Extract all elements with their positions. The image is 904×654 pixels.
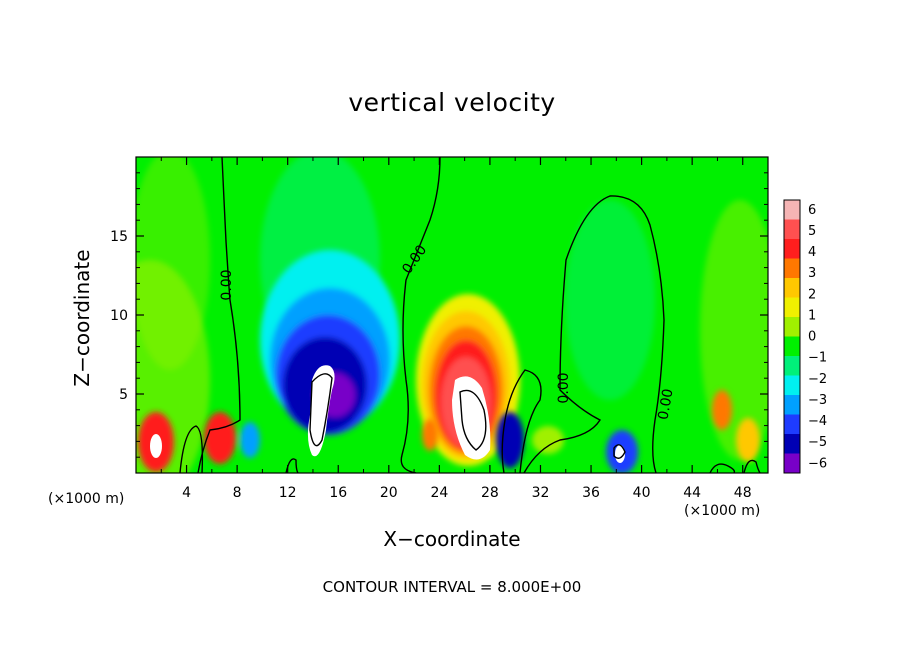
x-tick-label: 32 xyxy=(532,485,550,501)
colorbar-swatch xyxy=(784,258,800,279)
y-tick-label: 10 xyxy=(110,308,128,324)
x-axis-label: X−coordinate xyxy=(383,527,521,551)
zero-contour-left-loop xyxy=(179,425,204,473)
x-unit-label-left: (×1000 m) xyxy=(48,491,125,507)
colorbar-swatch xyxy=(784,239,800,259)
colorbar-tick-label: −1 xyxy=(808,351,827,366)
zero-contour-bottom-right-2 xyxy=(743,459,761,473)
colorbar-swatch xyxy=(784,278,800,298)
velocity-field xyxy=(136,157,768,473)
x-unit-label-right: (×1000 m) xyxy=(684,503,761,519)
zero-contour-bottom-right xyxy=(709,463,736,473)
x-tick-label: 20 xyxy=(380,485,398,501)
downdraft-small-left xyxy=(240,422,260,458)
zero-contour-right-arc xyxy=(523,195,665,473)
contour-label-far-right: 0.00 xyxy=(655,388,676,421)
colorbar-tick-label: 2 xyxy=(808,287,816,302)
colorbar-swatch xyxy=(784,395,800,415)
region-weak-positive-upper-left xyxy=(136,157,210,370)
colorbar-swatch xyxy=(784,200,800,220)
contour-label-right-arc: 0.00 xyxy=(556,372,572,403)
zero-contours xyxy=(179,157,761,473)
zero-contour-left xyxy=(197,157,241,473)
y-tick-label: 15 xyxy=(110,229,128,245)
colorbar-swatch xyxy=(784,356,800,376)
downdraft-core-16km xyxy=(260,250,400,435)
x-tick-label: 28 xyxy=(481,485,499,501)
colorbar: 6 5 4 3 2 1 0 −1 −2 −3 −4 −5 −6 xyxy=(783,199,827,474)
x-tick-label: 4 xyxy=(182,485,191,501)
y-tick-label: 5 xyxy=(119,387,128,403)
x-tick-label: 24 xyxy=(430,485,448,501)
colorbar-tick-label: −6 xyxy=(808,456,827,471)
region-weak-negative-right xyxy=(565,200,655,400)
zero-contour-small-loop xyxy=(613,444,626,459)
updraft-small-left-2 xyxy=(204,412,236,464)
x-tick-label: 8 xyxy=(233,485,242,501)
colorbar-tick-label: −4 xyxy=(808,414,827,429)
colorbar-tick-label: 5 xyxy=(808,224,816,239)
colorbar-frame xyxy=(783,199,801,474)
x-tick-label: 16 xyxy=(329,485,347,501)
updraft-small-right-1 xyxy=(712,390,732,430)
colorbar-tick-label: −5 xyxy=(808,435,827,450)
colorbar-swatch xyxy=(784,317,800,337)
colorbar-swatch xyxy=(784,219,800,240)
colorbar-tick-label: 6 xyxy=(808,203,816,218)
contour-label-left: 0.00 xyxy=(219,269,235,300)
colorbar-tick-label: 0 xyxy=(808,330,816,345)
region-weak-positive-lower xyxy=(532,426,564,454)
colorbar-tick-label: −3 xyxy=(808,393,827,408)
colorbar-tick-label: 3 xyxy=(808,266,816,281)
colorbar-swatch xyxy=(784,453,800,474)
zero-contour-center xyxy=(400,157,441,473)
colorbar-tick-label: −2 xyxy=(808,372,827,387)
x-axis-ticks: 4 8 12 16 20 24 28 32 36 40 44 48 xyxy=(160,157,752,501)
downdraft-extreme-core xyxy=(307,365,335,457)
chart-title: vertical velocity xyxy=(348,88,556,117)
downdraft-small-center xyxy=(496,412,524,468)
contour-interval-note: CONTOUR INTERVAL = 8.000E+00 xyxy=(322,578,582,596)
zero-contour-bottom-center xyxy=(285,458,299,473)
colorbar-swatch xyxy=(784,336,800,357)
y-axis-ticks: 5 10 15 xyxy=(110,172,768,458)
updraft-extreme-core xyxy=(452,376,491,460)
x-tick-label: 48 xyxy=(734,485,752,501)
colorbar-tick-label: 4 xyxy=(808,245,816,260)
zero-contour-center-right xyxy=(501,369,542,473)
updraft-small-right-2 xyxy=(736,418,760,462)
zero-contour-updraft-loop xyxy=(459,389,487,451)
colorbar-swatch xyxy=(784,375,800,396)
colorbar-swatch xyxy=(784,434,800,454)
colorbar-swatch xyxy=(784,414,800,435)
updraft-small-left-core xyxy=(150,434,162,458)
x-tick-label: 36 xyxy=(582,485,600,501)
colorbar-tick-label: 1 xyxy=(808,308,816,323)
x-tick-label: 12 xyxy=(279,485,297,501)
zero-contour-downdraft-loop xyxy=(309,373,333,447)
x-tick-label: 40 xyxy=(633,485,651,501)
updraft-small-center-left xyxy=(422,419,438,451)
colorbar-swatch xyxy=(784,297,800,318)
x-tick-label: 44 xyxy=(683,485,701,501)
